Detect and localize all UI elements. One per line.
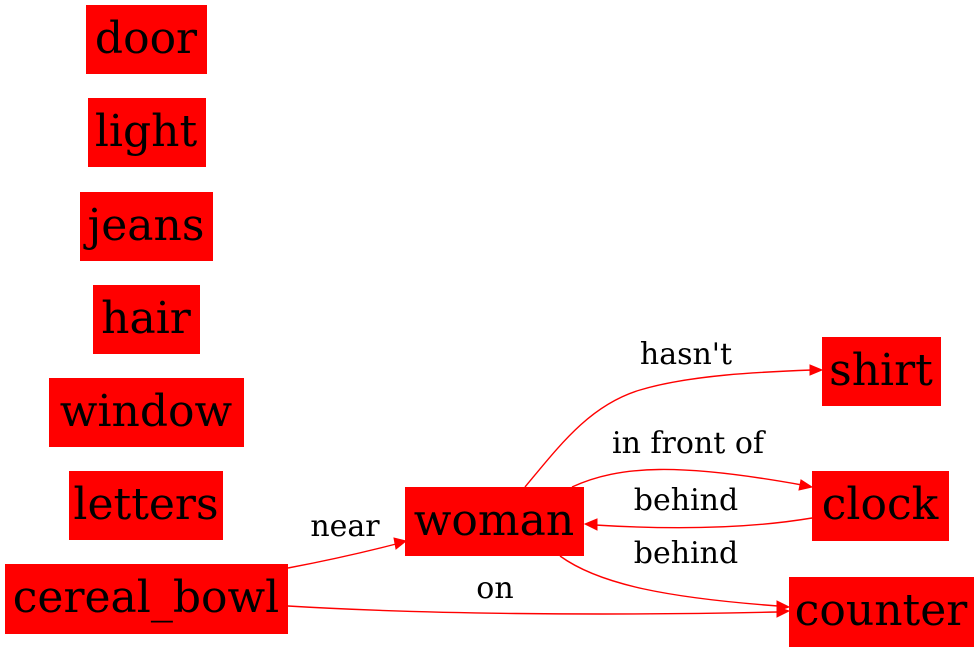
node-jeans: jeans (80, 192, 213, 261)
node-clock: clock (812, 471, 949, 541)
node-label: counter (795, 585, 969, 636)
node-label: window (60, 386, 233, 437)
node-label: cereal_bowl (13, 572, 279, 623)
edge-hasnt: hasn't (524, 337, 824, 488)
edge-on: on (287, 571, 791, 618)
edge-label: hasn't (640, 337, 732, 372)
edge-behind-woman-counter: behind (559, 536, 791, 612)
node-box (822, 337, 941, 406)
edge-line (571, 468, 803, 488)
node-woman: woman (405, 487, 584, 556)
node-label: hair (101, 293, 192, 344)
node-box (69, 471, 223, 540)
node-label: letters (73, 479, 218, 530)
node-label: clock (822, 479, 939, 530)
edge-arrowhead (583, 518, 598, 531)
node-light: light (88, 98, 206, 167)
edge-in-front-of: in front of (571, 426, 814, 491)
edge-near: near (287, 509, 408, 569)
node-cereal-bowl: cereal_bowl (5, 564, 288, 634)
node-box (88, 98, 206, 167)
node-label: woman (414, 495, 574, 546)
edge-label: in front of (612, 426, 766, 461)
edge-line (594, 517, 813, 529)
node-box (86, 5, 207, 74)
node-label: light (95, 106, 198, 157)
edge-arrowhead (393, 537, 408, 550)
node-shirt: shirt (822, 337, 941, 406)
edge-label: behind (634, 483, 738, 518)
node-box (789, 577, 974, 647)
node-box (93, 285, 200, 354)
node-label: door (95, 13, 198, 64)
edge-label: on (476, 571, 513, 606)
node-box (5, 564, 288, 634)
node-box (812, 471, 949, 541)
edge-label: near (310, 509, 380, 544)
node-box (49, 378, 244, 447)
node-label: shirt (829, 345, 933, 396)
edge-arrowhead (776, 600, 791, 612)
edge-arrowhead (798, 479, 814, 491)
edge-line (287, 543, 397, 569)
edge-line (524, 369, 813, 488)
edge-line (559, 555, 779, 607)
edge-label: behind (634, 536, 738, 571)
node-hair: hair (93, 285, 200, 354)
node-label: jeans (83, 200, 205, 251)
node-box (80, 192, 213, 261)
node-door: door (86, 5, 207, 74)
node-box (405, 487, 584, 556)
edge-behind-clock-woman: behind (583, 483, 813, 531)
node-window: window (49, 378, 244, 447)
edge-arrowhead (809, 364, 824, 376)
edge-line (287, 605, 779, 615)
node-counter: counter (789, 577, 974, 647)
node-letters: letters (69, 471, 223, 540)
